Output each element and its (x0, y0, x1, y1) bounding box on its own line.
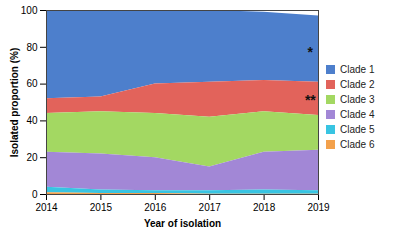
svg-text:2014: 2014 (35, 202, 58, 213)
svg-text:2019: 2019 (307, 202, 330, 213)
html-text:Clade 6: Clade 6 (340, 139, 375, 150)
svg-text:80: 80 (26, 42, 38, 53)
svg-text:60: 60 (26, 78, 38, 89)
svg-text:2016: 2016 (144, 202, 167, 213)
html-text:Clade 1: Clade 1 (340, 64, 375, 75)
html-text:Clade 2: Clade 2 (340, 79, 375, 90)
svg-text:100: 100 (21, 5, 38, 16)
svg-text:0: 0 (32, 189, 38, 200)
svg-text:2017: 2017 (199, 202, 222, 213)
html-text:Clade 3: Clade 3 (340, 94, 375, 105)
svg-text:20: 20 (26, 152, 38, 163)
svg-text:**: ** (305, 92, 316, 108)
html-text:Clade 5: Clade 5 (340, 124, 375, 135)
svg-text:2018: 2018 (253, 202, 276, 213)
svg-text:40: 40 (26, 115, 38, 126)
html-text:Clade 4: Clade 4 (340, 109, 375, 120)
svg-text:*: * (308, 44, 314, 60)
svg-text:Isolated proportion (%): Isolated proportion (%) (9, 48, 20, 157)
svg-text:2015: 2015 (90, 202, 113, 213)
svg-text:Year of isolation: Year of isolation (144, 218, 221, 229)
